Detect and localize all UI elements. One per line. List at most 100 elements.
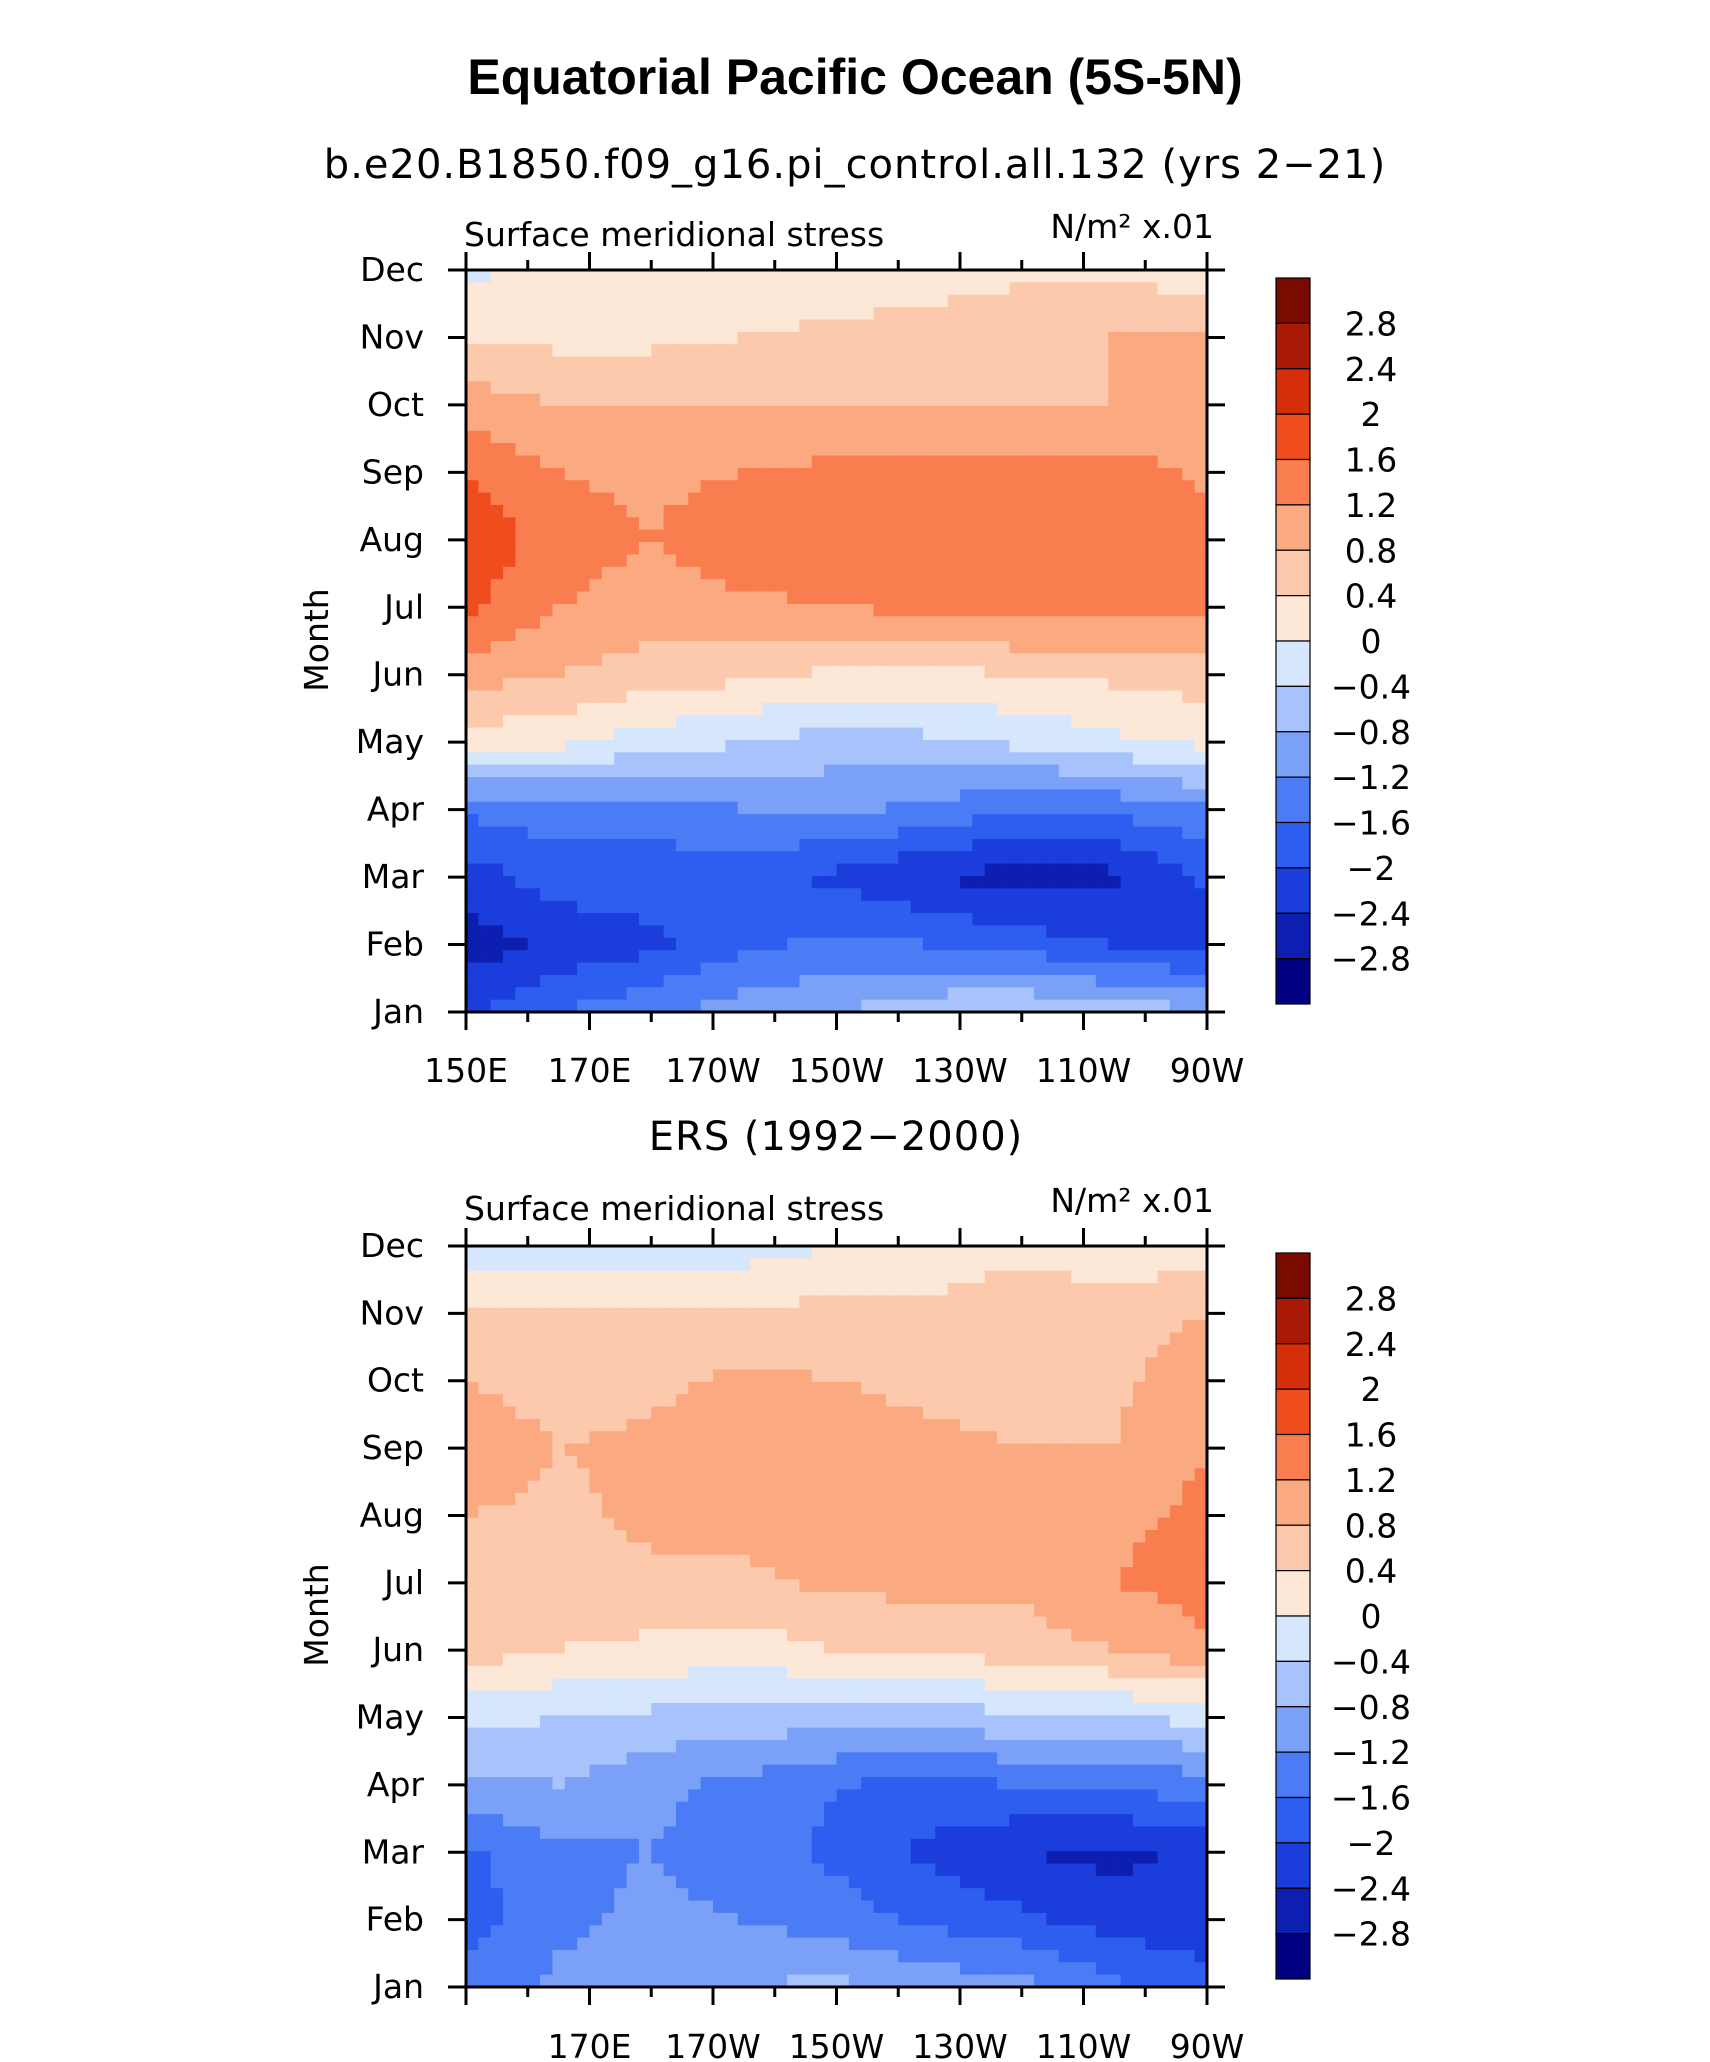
heatmap-cell: [972, 665, 986, 679]
heatmap-cell: [836, 393, 850, 407]
heatmap-cell: [898, 282, 912, 296]
y-tick-label: Jun: [370, 655, 424, 694]
heatmap-cell: [787, 838, 801, 852]
heatmap-cell: [935, 381, 949, 395]
heatmap-cell: [1095, 1406, 1109, 1420]
heatmap-cell: [1009, 282, 1023, 296]
heatmap-cell: [885, 950, 899, 964]
heatmap-cell: [947, 294, 961, 308]
heatmap-cell: [663, 517, 677, 531]
heatmap-cell: [1169, 455, 1183, 469]
heatmap-cell: [1034, 480, 1048, 494]
heatmap-cell: [1120, 727, 1134, 741]
heatmap-cell: [490, 702, 504, 716]
heatmap-cell: [700, 603, 714, 617]
heatmap-cell: [811, 1369, 825, 1383]
heatmap-cell: [1132, 1295, 1146, 1309]
heatmap-cell: [836, 455, 850, 469]
heatmap-cell: [1194, 529, 1208, 543]
heatmap-cell: [552, 925, 566, 939]
heatmap-cell: [1157, 1369, 1171, 1383]
heatmap-cell: [638, 900, 652, 914]
heatmap-cell: [910, 1406, 924, 1420]
heatmap-cell: [638, 1381, 652, 1395]
heatmap-cell: [1058, 739, 1072, 753]
heatmap-cell: [1132, 814, 1146, 828]
heatmap-cell: [527, 690, 541, 704]
heatmap-cell: [1145, 1406, 1159, 1420]
heatmap-cell: [1095, 1455, 1109, 1469]
heatmap-cell: [688, 542, 702, 556]
heatmap-cell: [478, 925, 492, 939]
heatmap-cell: [824, 789, 838, 803]
heatmap-cell: [774, 418, 788, 432]
heatmap-cell: [725, 851, 739, 865]
heatmap-cell: [577, 974, 591, 988]
heatmap-cell: [1083, 1283, 1097, 1296]
heatmap-cell: [503, 739, 516, 753]
heatmap-cell: [1169, 504, 1183, 518]
heatmap-cell: [824, 1320, 838, 1334]
heatmap-cell: [885, 987, 899, 1001]
heatmap-cell: [700, 467, 714, 481]
heatmap-cell: [750, 715, 763, 729]
heatmap-cell: [1083, 962, 1097, 976]
heatmap-cell: [1132, 591, 1146, 605]
heatmap-cell: [626, 418, 640, 432]
colorbar-box: [1275, 731, 1311, 778]
heatmap-cell: [1009, 789, 1023, 803]
heatmap-cell: [626, 406, 640, 419]
heatmap-cell: [1021, 542, 1035, 556]
heatmap-cell: [589, 777, 603, 790]
heatmap-cell: [762, 863, 776, 877]
heatmap-cell: [750, 702, 763, 716]
heatmap-cell: [552, 455, 566, 469]
heatmap-cell: [1157, 1344, 1171, 1358]
heatmap-cell: [960, 1357, 973, 1371]
heatmap-cell: [1194, 579, 1208, 593]
heatmap-cell: [540, 950, 554, 964]
heatmap-cell: [651, 579, 665, 593]
heatmap-cell: [1071, 591, 1085, 605]
heatmap-cell: [725, 603, 739, 617]
heatmap-cell: [885, 1418, 899, 1432]
heatmap-cell: [638, 1369, 652, 1383]
heatmap-cell: [725, 1505, 739, 1519]
heatmap-cell: [935, 715, 949, 729]
heatmap-cell: [1108, 554, 1122, 568]
heatmap-cell: [614, 603, 628, 617]
heatmap-cell: [1120, 739, 1134, 753]
heatmap-cell: [564, 319, 578, 333]
heatmap-cell: [935, 1295, 949, 1309]
heatmap-cell: [688, 443, 702, 457]
heatmap-cell: [503, 270, 516, 283]
heatmap-cell: [614, 616, 628, 630]
heatmap-cell: [737, 492, 751, 506]
heatmap-cell: [577, 1295, 591, 1309]
heatmap-cell: [922, 467, 936, 481]
heatmap-cell: [1083, 1406, 1097, 1420]
heatmap-cell: [638, 1246, 652, 1259]
heatmap-cell: [1083, 1418, 1097, 1432]
heatmap-cell: [1034, 616, 1048, 630]
heatmap-cell: [848, 566, 862, 580]
heatmap-cell: [1157, 1493, 1171, 1506]
heatmap-cell: [688, 1394, 702, 1408]
heatmap-cell: [960, 1394, 973, 1408]
heatmap-cell: [762, 504, 776, 518]
heatmap-cell: [762, 678, 776, 692]
heatmap-cell: [910, 974, 924, 988]
heatmap-cell: [885, 900, 899, 914]
heatmap-cell: [1145, 702, 1159, 716]
heatmap-cell: [503, 356, 516, 370]
heatmap-cell: [824, 467, 838, 481]
heatmap-cell: [1095, 888, 1109, 902]
heatmap-cell: [1120, 282, 1134, 296]
heatmap-cell: [527, 1381, 541, 1395]
heatmap-cell: [799, 1418, 813, 1432]
heatmap-cell: [651, 406, 665, 419]
heatmap-cell: [503, 1381, 516, 1395]
heatmap-cell: [1095, 653, 1109, 667]
heatmap-cell: [1046, 826, 1060, 840]
heatmap-cell: [1108, 653, 1122, 667]
